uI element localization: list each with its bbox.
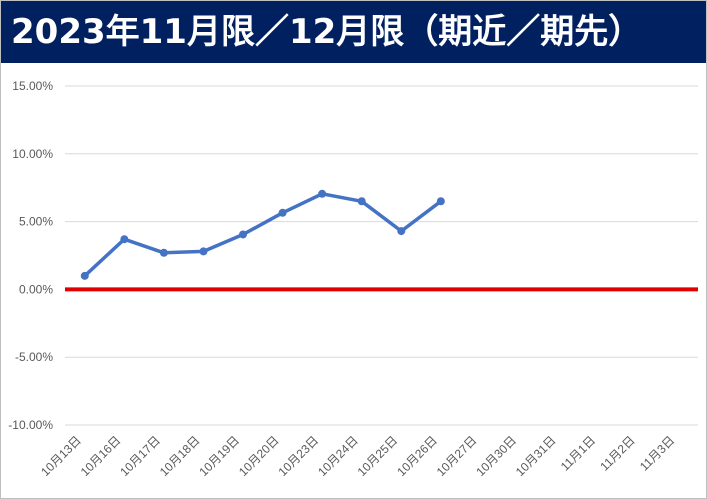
data-point xyxy=(80,271,89,280)
data-point xyxy=(318,189,327,198)
x-tick-label: 10月26日 xyxy=(394,433,440,479)
x-tick-label: 10月25日 xyxy=(355,433,401,479)
chart-title: 2023年11月限／12月限（期近／期先） xyxy=(1,1,706,63)
y-tick-label: -10.00% xyxy=(8,418,53,432)
series-line xyxy=(83,192,443,278)
y-tick-label: 0.00% xyxy=(19,282,53,296)
data-point xyxy=(199,247,208,256)
y-tick-label: -5.00% xyxy=(15,350,53,364)
data-point xyxy=(357,197,366,206)
data-point xyxy=(239,230,248,239)
data-point xyxy=(436,197,445,206)
x-tick-label: 10月18日 xyxy=(157,433,203,479)
y-tick-label: 15.00% xyxy=(12,79,53,93)
x-tick-label: 10月13日 xyxy=(38,433,84,479)
data-point xyxy=(159,248,168,257)
x-tick-label: 10月31日 xyxy=(513,433,559,479)
x-tick-label: 11月3日 xyxy=(637,433,677,473)
x-tick-label: 10月27日 xyxy=(434,433,480,479)
x-tick-label: 10月23日 xyxy=(276,433,322,479)
data-point xyxy=(397,227,406,236)
data-point xyxy=(120,235,129,244)
x-tick-label: 10月20日 xyxy=(236,433,282,479)
x-tick-label: 10月16日 xyxy=(78,433,124,479)
x-tick-label: 10月19日 xyxy=(196,433,242,479)
x-tick-label: 11月1日 xyxy=(558,433,598,473)
x-tick-label: 10月17日 xyxy=(117,433,163,479)
y-tick-label: 5.00% xyxy=(19,215,53,229)
x-tick-label: 10月24日 xyxy=(315,433,361,479)
data-point xyxy=(278,208,287,217)
x-tick-label: 10月30日 xyxy=(473,433,519,479)
y-tick-label: 10.00% xyxy=(12,147,53,161)
x-tick-label: 11月2日 xyxy=(597,433,637,473)
